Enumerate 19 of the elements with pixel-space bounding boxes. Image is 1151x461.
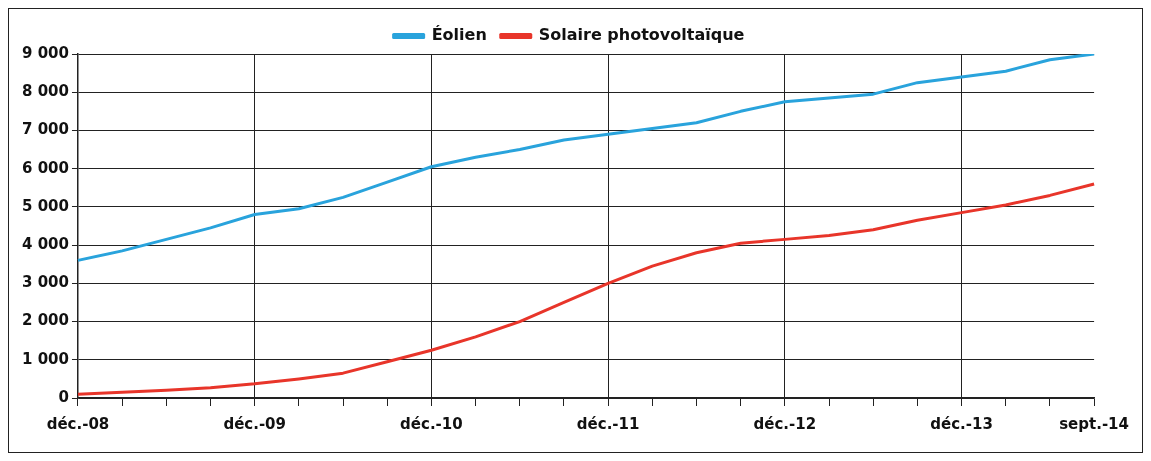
y-tick-label: 8 000 <box>21 82 69 101</box>
x-tick-label: déc.-08 <box>46 414 110 433</box>
y-tick-label: 7 000 <box>21 120 69 139</box>
y-tick-label: 6 000 <box>21 158 69 177</box>
y-tick-label: 3 000 <box>21 273 69 292</box>
x-tick-label: déc.-11 <box>576 414 640 433</box>
y-tick-label: 9 000 <box>21 43 69 62</box>
legend-label: Solaire photovoltaïque <box>538 25 745 45</box>
x-tick-label: déc.-12 <box>753 414 817 433</box>
y-tick-label: 1 000 <box>21 349 69 368</box>
y-tick-label: 0 <box>58 387 69 406</box>
legend-label: Éolien <box>431 25 487 45</box>
x-tick-label: déc.-09 <box>223 414 286 433</box>
y-tick-label: 4 000 <box>21 235 69 253</box>
x-tick-label: déc.-10 <box>400 414 463 433</box>
x-tick-label: déc.-13 <box>930 414 993 433</box>
y-tick-label: 2 000 <box>21 311 69 330</box>
y-tick-label: 5 000 <box>21 196 69 215</box>
x-tick-label: sept.-14 <box>1059 414 1129 433</box>
